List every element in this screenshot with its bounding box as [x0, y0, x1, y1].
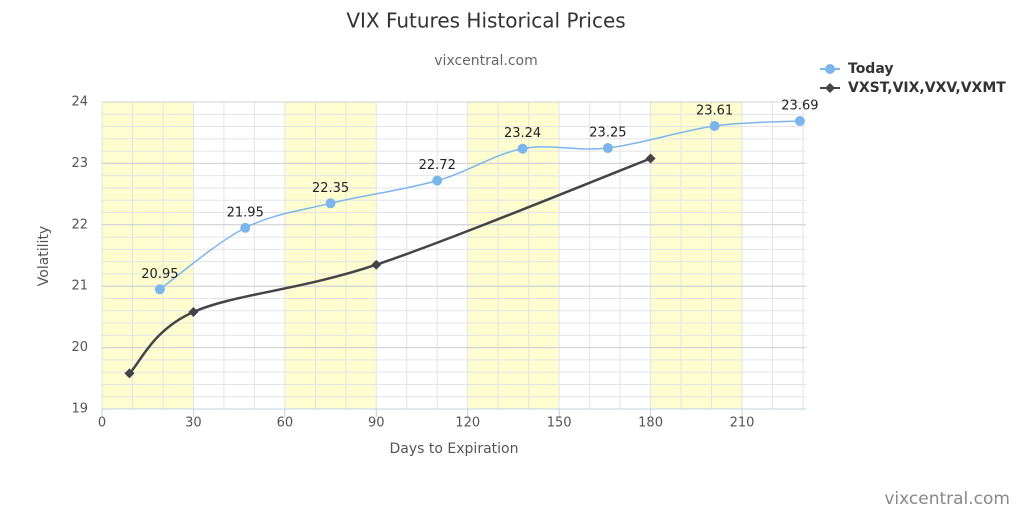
chart-title: VIX Futures Historical Prices [346, 9, 625, 33]
y-tick-label: 22 [71, 217, 88, 232]
x-tick-label: 150 [547, 416, 572, 431]
point [794, 116, 805, 127]
y-tick-label: 23 [71, 156, 88, 171]
legend-label: VXST,VIX,VXV,VXMT [848, 80, 1006, 96]
point [709, 120, 720, 131]
point [240, 222, 251, 233]
x-tick-label: 180 [638, 416, 663, 431]
plot-band [102, 102, 194, 409]
point [645, 153, 656, 164]
data-label: 23.61 [696, 103, 733, 118]
y-tick-label: 21 [71, 279, 88, 294]
plot-band [284, 102, 377, 409]
x-tick-label: 0 [98, 416, 106, 431]
data-label: 20.95 [141, 267, 178, 282]
plot-band [467, 102, 560, 409]
data-label: 23.24 [504, 126, 541, 141]
point [432, 175, 443, 186]
x-tick-label: 60 [277, 416, 294, 431]
point [517, 143, 528, 154]
point [825, 83, 835, 93]
y-axis-title: Volatility [36, 226, 52, 286]
point [188, 306, 199, 317]
y-tick-label: 24 [71, 95, 88, 110]
credits: vixcentral.com [884, 489, 1010, 509]
point [825, 64, 835, 74]
data-label: 23.25 [589, 126, 626, 141]
point [124, 368, 135, 379]
data-label: 22.35 [312, 181, 349, 196]
series-line [128, 157, 652, 375]
point [154, 284, 165, 295]
data-label: 22.72 [419, 158, 456, 173]
plot-band [650, 102, 742, 409]
data-label: 21.95 [227, 205, 264, 220]
chart-subtitle: vixcentral.com [434, 53, 537, 69]
x-tick-label: 210 [730, 416, 755, 431]
point [325, 198, 336, 209]
legend-label: Today [848, 61, 893, 77]
x-axis-title: Days to Expiration [390, 441, 519, 457]
y-tick-label: 19 [71, 402, 88, 417]
x-tick-label: 120 [455, 416, 480, 431]
point [602, 143, 613, 154]
y-tick-label: 20 [71, 340, 88, 355]
point [371, 259, 382, 270]
x-tick-label: 30 [185, 416, 202, 431]
x-tick-label: 90 [368, 416, 385, 431]
data-label: 23.69 [781, 99, 818, 114]
